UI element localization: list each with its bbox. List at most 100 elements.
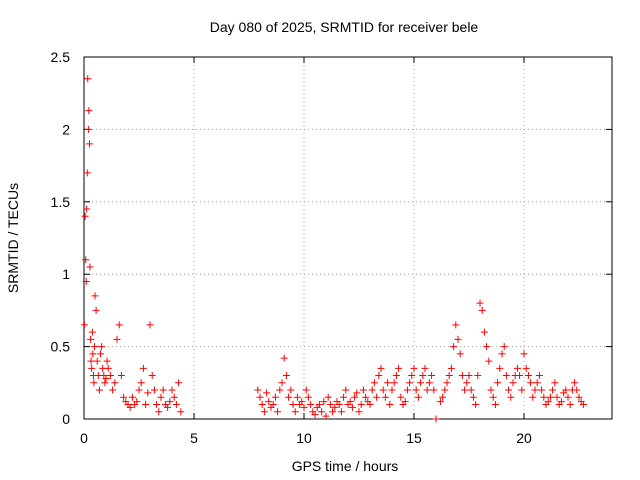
data-point <box>491 401 499 409</box>
data-point <box>256 393 264 401</box>
data-point <box>428 372 436 380</box>
data-point <box>377 364 385 372</box>
data-point <box>84 125 92 133</box>
data-point <box>88 364 96 372</box>
data-point <box>509 379 517 387</box>
data-point <box>139 364 147 372</box>
data-point <box>93 357 101 365</box>
data-point <box>91 343 99 351</box>
data-point <box>320 398 328 406</box>
data-point <box>419 372 427 380</box>
data-point <box>326 401 334 409</box>
data-point <box>390 379 398 387</box>
data-point <box>274 408 282 416</box>
data-point <box>159 386 167 394</box>
data-point <box>384 379 392 387</box>
data-point <box>553 393 561 401</box>
data-point <box>538 386 546 394</box>
data-point <box>359 386 367 394</box>
data-point <box>439 393 447 401</box>
axis-ticks <box>83 56 612 420</box>
x-tick-label: 20 <box>516 430 532 446</box>
data-point <box>117 372 125 380</box>
data-point <box>103 357 111 365</box>
data-point <box>342 386 350 394</box>
data-point <box>458 372 466 380</box>
data-point <box>388 386 396 394</box>
data-point <box>410 364 418 372</box>
data-point <box>472 401 480 409</box>
data-point <box>101 379 109 387</box>
data-point <box>533 379 541 387</box>
data-point <box>84 75 92 83</box>
data-point <box>474 372 482 380</box>
data-point <box>463 379 471 387</box>
data-point <box>91 292 99 300</box>
data-point <box>571 379 579 387</box>
data-point <box>375 372 383 380</box>
data-point <box>170 393 178 401</box>
y-tick-label: 1 <box>62 266 70 282</box>
data-point <box>102 374 110 382</box>
data-point <box>315 401 323 409</box>
data-point <box>505 386 513 394</box>
x-tick-label: 10 <box>296 430 312 446</box>
plot-frame <box>83 56 613 420</box>
data-point <box>86 140 93 148</box>
y-tick-label: 2.5 <box>51 49 71 65</box>
data-point <box>82 256 90 264</box>
data-point <box>403 386 411 394</box>
data-point <box>128 393 136 401</box>
data-point <box>137 379 145 387</box>
x-tick-label: 5 <box>190 430 198 446</box>
x-axis-label: GPS time / hours <box>292 458 399 474</box>
data-point <box>166 398 174 406</box>
data-point <box>142 401 150 409</box>
data-point <box>498 350 506 358</box>
data-point <box>126 403 134 411</box>
data-point <box>549 386 557 394</box>
data-point <box>335 401 343 409</box>
data-point <box>254 386 262 394</box>
data-point <box>524 372 532 380</box>
data-point <box>150 386 158 394</box>
data-point <box>445 372 453 380</box>
data-point <box>175 379 183 387</box>
data-point <box>135 386 143 394</box>
data-point <box>346 398 354 406</box>
data-point <box>177 408 185 416</box>
data-point <box>373 393 381 401</box>
data-point <box>111 379 119 387</box>
data-point <box>461 386 469 394</box>
data-point <box>263 389 271 397</box>
data-point <box>87 335 95 343</box>
data-point <box>483 343 491 351</box>
data-point <box>146 321 154 329</box>
data-point <box>579 401 587 409</box>
data-point <box>487 386 495 394</box>
data-point <box>381 393 389 401</box>
data-point <box>86 263 94 271</box>
data-point <box>92 306 100 314</box>
chart-title: Day 080 of 2025, SRMTID for receiver bel… <box>210 19 479 35</box>
data-point <box>362 393 370 401</box>
data-point <box>80 321 88 329</box>
data-point <box>432 415 440 423</box>
data-point <box>467 386 475 394</box>
y-tick-labels: 0 0.5 1 1.5 2 2.5 <box>51 49 71 427</box>
data-point <box>421 364 429 372</box>
data-point <box>485 357 493 365</box>
data-point <box>408 372 416 380</box>
data-point <box>478 306 486 314</box>
data-point <box>414 393 422 401</box>
data-point <box>144 389 152 397</box>
data-point <box>322 412 330 420</box>
data-point <box>480 328 488 336</box>
data-point <box>83 205 91 213</box>
data-point <box>516 372 524 380</box>
data-point <box>401 398 409 406</box>
data-point <box>406 379 414 387</box>
data-point <box>351 393 359 401</box>
data-point <box>529 393 537 401</box>
y-tick-label: 0 <box>62 411 70 427</box>
